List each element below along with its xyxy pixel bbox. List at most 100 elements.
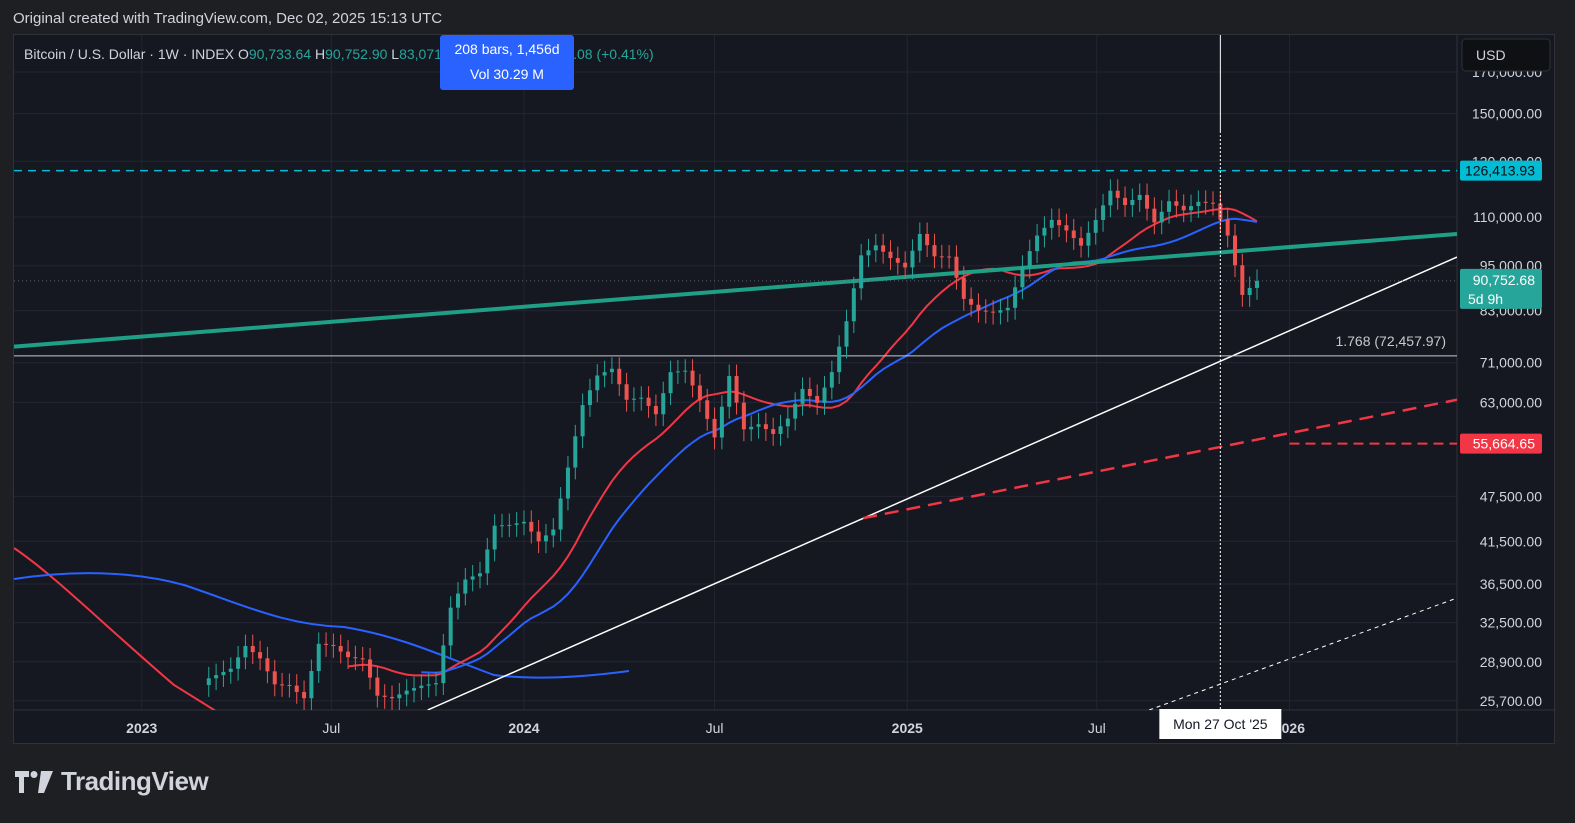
candle-body — [514, 523, 519, 525]
candle-body — [338, 646, 343, 652]
candle-body — [800, 388, 805, 404]
candle-body — [1189, 206, 1194, 211]
candle-body — [785, 418, 790, 427]
candle-body — [1233, 235, 1237, 266]
candle-body — [543, 535, 548, 542]
last-price-tag: 90,752.68 — [1473, 272, 1535, 288]
candle-body — [426, 684, 431, 686]
candle-body — [991, 311, 996, 313]
x-axis-tick-label: Jul — [1088, 720, 1106, 736]
last-price-countdown: 5d 9h — [1468, 291, 1503, 307]
candle-body — [412, 688, 417, 691]
ohlc-o-value: 90,733.64 — [249, 46, 315, 62]
candle-body — [1027, 251, 1032, 267]
candle-body — [206, 678, 211, 686]
candle-body — [1049, 219, 1054, 228]
candle-body — [1005, 307, 1010, 311]
candle-body — [587, 390, 592, 406]
candle-body — [1115, 190, 1120, 198]
candle-body — [939, 256, 944, 258]
candle-body — [727, 375, 732, 407]
candle-body — [631, 398, 636, 400]
candle-body — [353, 657, 358, 659]
candle-body — [346, 651, 351, 658]
candle-body — [778, 426, 783, 434]
candle-body — [456, 593, 460, 608]
candle-body — [397, 694, 402, 699]
candle-body — [272, 671, 277, 685]
currency-button[interactable] — [1461, 38, 1551, 72]
candle-body — [1093, 219, 1098, 233]
candle-body — [866, 250, 871, 256]
candle-body — [1086, 232, 1091, 246]
candle-body — [697, 385, 702, 401]
candle-body — [1130, 199, 1135, 206]
candle-body — [294, 685, 299, 692]
candle-body — [331, 644, 336, 647]
tradingview-logo-text: TradingView — [61, 766, 209, 796]
candle-body — [683, 370, 688, 372]
candle-body — [250, 646, 255, 653]
candle-body — [258, 652, 263, 659]
candle-body — [1152, 208, 1157, 223]
candle-body — [910, 250, 915, 268]
crosshair-date-label: Mon 27 Oct '25 — [1173, 716, 1268, 732]
ohlc-l-label: L — [391, 46, 399, 62]
x-axis-tick-label: 2026 — [1274, 720, 1305, 736]
candle-body — [983, 310, 988, 312]
ath-price-tag: 126,413.93 — [1465, 163, 1535, 179]
candle-body — [1211, 202, 1216, 204]
y-axis-tick-label: 32,500.00 — [1480, 615, 1542, 631]
candle-body — [1042, 227, 1047, 236]
ma-blue-line — [421, 217, 1258, 674]
candle-body — [815, 395, 820, 403]
candle-body — [1079, 238, 1084, 246]
candle-body — [954, 256, 959, 278]
y-axis-tick-label: 41,500.00 — [1480, 533, 1542, 549]
currency-button-label: USD — [1476, 47, 1506, 63]
candle-body — [793, 403, 798, 419]
candle-body — [617, 368, 622, 385]
candle-body — [316, 643, 321, 672]
y-axis-tick-label: 36,500.00 — [1480, 576, 1542, 592]
candle-body — [558, 498, 563, 530]
candle-body — [580, 405, 585, 437]
candle-body — [1137, 194, 1142, 200]
candle-body — [609, 368, 614, 373]
candle-body — [404, 690, 409, 695]
chart-frame[interactable]: 170,000.00150,000.00130,000.00110,000.00… — [13, 34, 1556, 745]
candle-body — [507, 524, 512, 526]
candle-body — [551, 529, 556, 536]
candle-body — [844, 321, 849, 347]
candle-body — [1254, 280, 1259, 288]
ath-price-tag-bg — [1460, 160, 1542, 181]
candle-body — [976, 304, 981, 311]
candle-body — [917, 233, 922, 251]
target-price-tag-bg — [1460, 433, 1542, 454]
candle-body — [1247, 287, 1252, 295]
candle-body — [734, 375, 739, 403]
chart-caption: Original created with TradingView.com, D… — [13, 10, 443, 27]
candle-body — [712, 418, 717, 438]
candle-body — [1123, 197, 1128, 206]
x-axis-tick-label: 2023 — [126, 720, 157, 736]
y-axis-tick-label: 47,500.00 — [1480, 488, 1542, 504]
candle-body — [463, 579, 468, 594]
candle-body — [214, 675, 219, 679]
candle-body — [807, 388, 812, 396]
candle-body — [888, 251, 893, 259]
ma-red-line — [347, 207, 1258, 677]
candle-body — [243, 646, 248, 658]
candle-body — [1181, 205, 1186, 211]
candle-body — [236, 657, 241, 669]
candle-body — [368, 659, 373, 678]
candle-body — [375, 677, 380, 696]
candle-body — [925, 233, 930, 246]
price-chart[interactable]: 170,000.00150,000.00130,000.00110,000.00… — [14, 35, 1556, 745]
measure-bars: 208 bars, 1,456d — [454, 41, 559, 57]
ohlc-o-label: O — [238, 46, 249, 62]
candle-body — [690, 370, 695, 386]
candle-body — [624, 384, 629, 400]
candle-body — [653, 405, 658, 415]
candle-body — [280, 684, 285, 686]
